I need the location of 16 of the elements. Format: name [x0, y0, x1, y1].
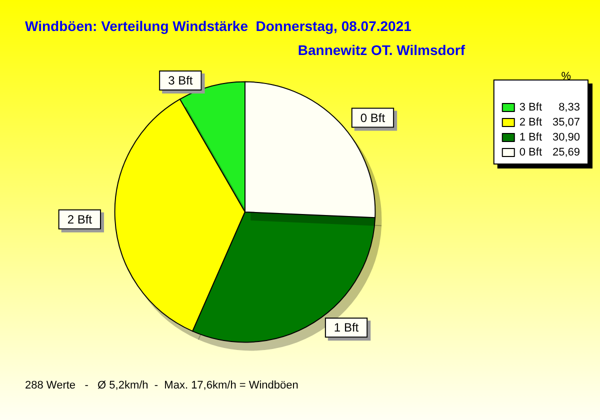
data-label: 8,33: [558, 102, 580, 114]
chart-subtitle: Bannewitz OT. Wilmsdorf: [298, 42, 466, 58]
slice-label: 0 Bft: [360, 110, 386, 125]
text: 288 Werte - Ø 5,2km/h - Max. 17,6km/h = Windböen: [25, 380, 298, 392]
legend-label: 1 Bft: [519, 132, 542, 144]
slice-label: 2 Bft: [67, 212, 93, 226]
data-label: 25,69: [552, 146, 580, 158]
data-label: 30,90: [552, 132, 580, 144]
legend-label: 0 Bft: [519, 146, 542, 158]
chart-title: Windböen: Verteilung Windstärke Donnerstag, 08.07.2021: [25, 18, 412, 34]
slice-label: 3 Bft: [168, 73, 194, 88]
legend-label: 3 Bft: [519, 102, 542, 114]
legend-title: %: [561, 70, 572, 82]
slice-label: 1 Bft: [334, 320, 360, 335]
data-label: 35,07: [552, 116, 580, 128]
legend-label: 2 Bft: [519, 116, 542, 128]
